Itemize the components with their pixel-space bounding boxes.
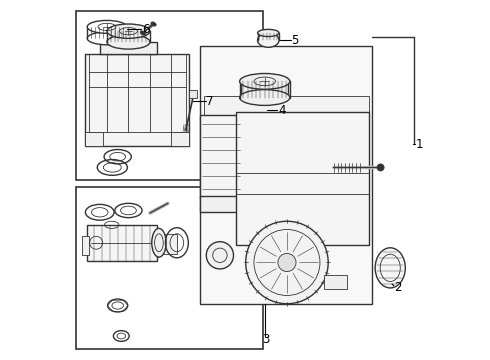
Ellipse shape <box>278 253 296 271</box>
Text: 4: 4 <box>278 104 286 117</box>
Text: 7: 7 <box>206 95 214 108</box>
Ellipse shape <box>258 30 279 37</box>
Bar <box>200 45 372 304</box>
Bar <box>76 12 263 180</box>
Text: 5: 5 <box>292 33 299 47</box>
Bar <box>82 235 89 255</box>
Ellipse shape <box>151 22 156 26</box>
Ellipse shape <box>240 73 290 89</box>
Text: 6: 6 <box>142 23 149 36</box>
Bar <box>76 187 263 348</box>
Bar <box>324 275 347 289</box>
Ellipse shape <box>258 33 279 47</box>
Bar <box>200 196 242 212</box>
Bar <box>236 112 368 244</box>
Ellipse shape <box>240 90 290 105</box>
Ellipse shape <box>87 32 126 45</box>
Ellipse shape <box>245 221 328 304</box>
Bar <box>190 90 196 98</box>
Ellipse shape <box>140 31 146 35</box>
Bar <box>200 116 242 198</box>
Ellipse shape <box>87 21 126 33</box>
Text: 2: 2 <box>394 281 401 294</box>
Bar <box>157 234 177 253</box>
Bar <box>87 225 157 261</box>
Text: 3: 3 <box>262 333 270 346</box>
Ellipse shape <box>375 248 405 288</box>
Bar <box>172 132 190 146</box>
Bar <box>85 54 190 146</box>
Bar <box>242 81 288 98</box>
Ellipse shape <box>206 242 234 269</box>
Ellipse shape <box>107 35 150 49</box>
Ellipse shape <box>107 24 150 39</box>
Ellipse shape <box>377 164 384 171</box>
Ellipse shape <box>152 228 166 257</box>
Bar <box>204 96 368 116</box>
Text: 1: 1 <box>416 138 423 150</box>
Bar <box>100 42 157 54</box>
Bar <box>85 132 103 146</box>
